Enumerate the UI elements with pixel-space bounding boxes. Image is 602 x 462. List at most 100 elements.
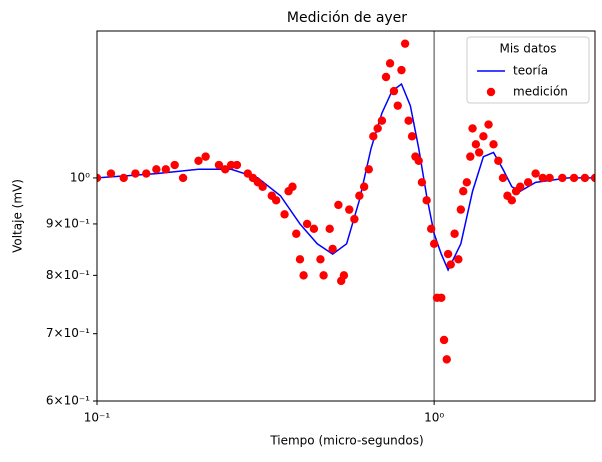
- measurement-point: [319, 271, 328, 280]
- measurement-point: [292, 229, 301, 238]
- x-tick-label: 10⁻¹: [84, 411, 111, 425]
- measurement-point: [373, 124, 382, 133]
- measurement-point: [450, 229, 459, 238]
- chart-title: Medición de ayer: [287, 10, 407, 26]
- measurement-point: [439, 335, 449, 345]
- measurement-point: [178, 173, 188, 183]
- measurement-point: [443, 249, 453, 259]
- measurement-point: [417, 178, 427, 187]
- measurement-point: [459, 187, 468, 196]
- measurement-point: [484, 120, 493, 129]
- measurement-point: [498, 173, 508, 183]
- y-tick-label: 6×10⁻¹: [46, 394, 90, 408]
- measurement-point: [345, 205, 354, 214]
- measurement-point: [170, 160, 179, 170]
- measurement-point: [466, 152, 475, 161]
- measurement-point: [471, 140, 481, 149]
- measurement-point: [580, 173, 590, 183]
- measurement-point: [369, 132, 378, 141]
- measurement-point: [422, 196, 431, 205]
- measurement-point: [214, 160, 224, 170]
- measurement-point: [364, 165, 373, 174]
- legend-label: teoría: [513, 64, 548, 78]
- theory-line: [97, 82, 595, 272]
- measurement-point: [462, 178, 472, 187]
- legend-swatch: [486, 87, 496, 97]
- measurement-point: [538, 173, 547, 183]
- measurement-point: [97, 173, 102, 183]
- y-tick-label: 9×10⁻¹: [46, 216, 90, 230]
- measurement-point: [426, 224, 436, 234]
- measurement-point: [119, 173, 128, 183]
- measurement-point: [407, 132, 417, 141]
- measurement-point: [590, 173, 595, 183]
- measurement-point: [393, 101, 402, 110]
- measurement-point: [494, 156, 503, 166]
- measurement-point: [355, 191, 364, 200]
- measurement-point: [442, 355, 451, 364]
- measurement-point: [456, 205, 466, 214]
- y-tick-label: 10⁰: [70, 170, 90, 184]
- measurement-point: [531, 169, 540, 178]
- measurement-point: [507, 196, 517, 205]
- y-axis-label: Voltaje (mV): [11, 179, 25, 253]
- measurement-point: [106, 169, 116, 178]
- measurement-point: [152, 165, 161, 174]
- measurement-point: [258, 182, 267, 191]
- measurement-point: [220, 165, 230, 174]
- measurement-point: [446, 260, 455, 269]
- measurement-point: [381, 72, 391, 82]
- measurement-point: [489, 140, 498, 149]
- measurement-point: [142, 169, 151, 178]
- x-tick-label: 10⁰: [424, 411, 444, 425]
- measurement-point: [569, 173, 579, 183]
- plot-area: [97, 31, 595, 401]
- legend-label: medición: [513, 85, 568, 99]
- measurement-point: [288, 182, 297, 191]
- y-tick-label: 7×10⁻¹: [46, 326, 90, 340]
- measurement-point: [339, 271, 349, 280]
- legend-box: [466, 36, 590, 104]
- y-tick-label: 8×10⁻¹: [46, 268, 90, 282]
- measurement-point: [325, 224, 334, 234]
- measurement-point: [161, 165, 171, 174]
- measurement-point: [385, 59, 395, 68]
- measurement-point: [302, 219, 312, 229]
- measurement-point: [545, 173, 554, 183]
- measurement-point: [479, 132, 488, 141]
- measurement-point: [523, 178, 533, 187]
- measurement-point: [404, 116, 413, 125]
- measurement-point: [334, 200, 343, 210]
- measurement-point: [437, 293, 446, 302]
- measurement-point: [201, 152, 210, 161]
- measurement-point: [232, 160, 242, 170]
- measurement-point: [226, 160, 236, 170]
- axes-frame: [96, 30, 596, 402]
- legend-title: Mis datos: [499, 42, 556, 56]
- measurement-point: [194, 156, 203, 166]
- measurement-point: [350, 214, 359, 224]
- measurement-point: [309, 224, 319, 234]
- x-axis-label: Tiempo (micro-segundos): [269, 434, 423, 448]
- measurement-point: [454, 255, 463, 264]
- measurement-point: [414, 156, 423, 166]
- measurement-point: [299, 271, 308, 280]
- measurement-point: [468, 124, 477, 133]
- measurement-point: [295, 255, 305, 264]
- measurement-point: [316, 255, 325, 264]
- measurement-point: [359, 182, 369, 191]
- measurement-point: [516, 182, 525, 191]
- measurement-point: [328, 244, 337, 254]
- measurement-point: [558, 173, 567, 183]
- measurement-point: [397, 65, 406, 75]
- measurement-point: [429, 239, 439, 248]
- measurement-point: [474, 148, 484, 157]
- measurement-point: [400, 39, 410, 48]
- measurement-point: [377, 116, 387, 125]
- measurement-point: [280, 210, 289, 219]
- measurement-point: [271, 196, 281, 205]
- measurement-point: [389, 86, 399, 96]
- measurement-point: [131, 169, 140, 178]
